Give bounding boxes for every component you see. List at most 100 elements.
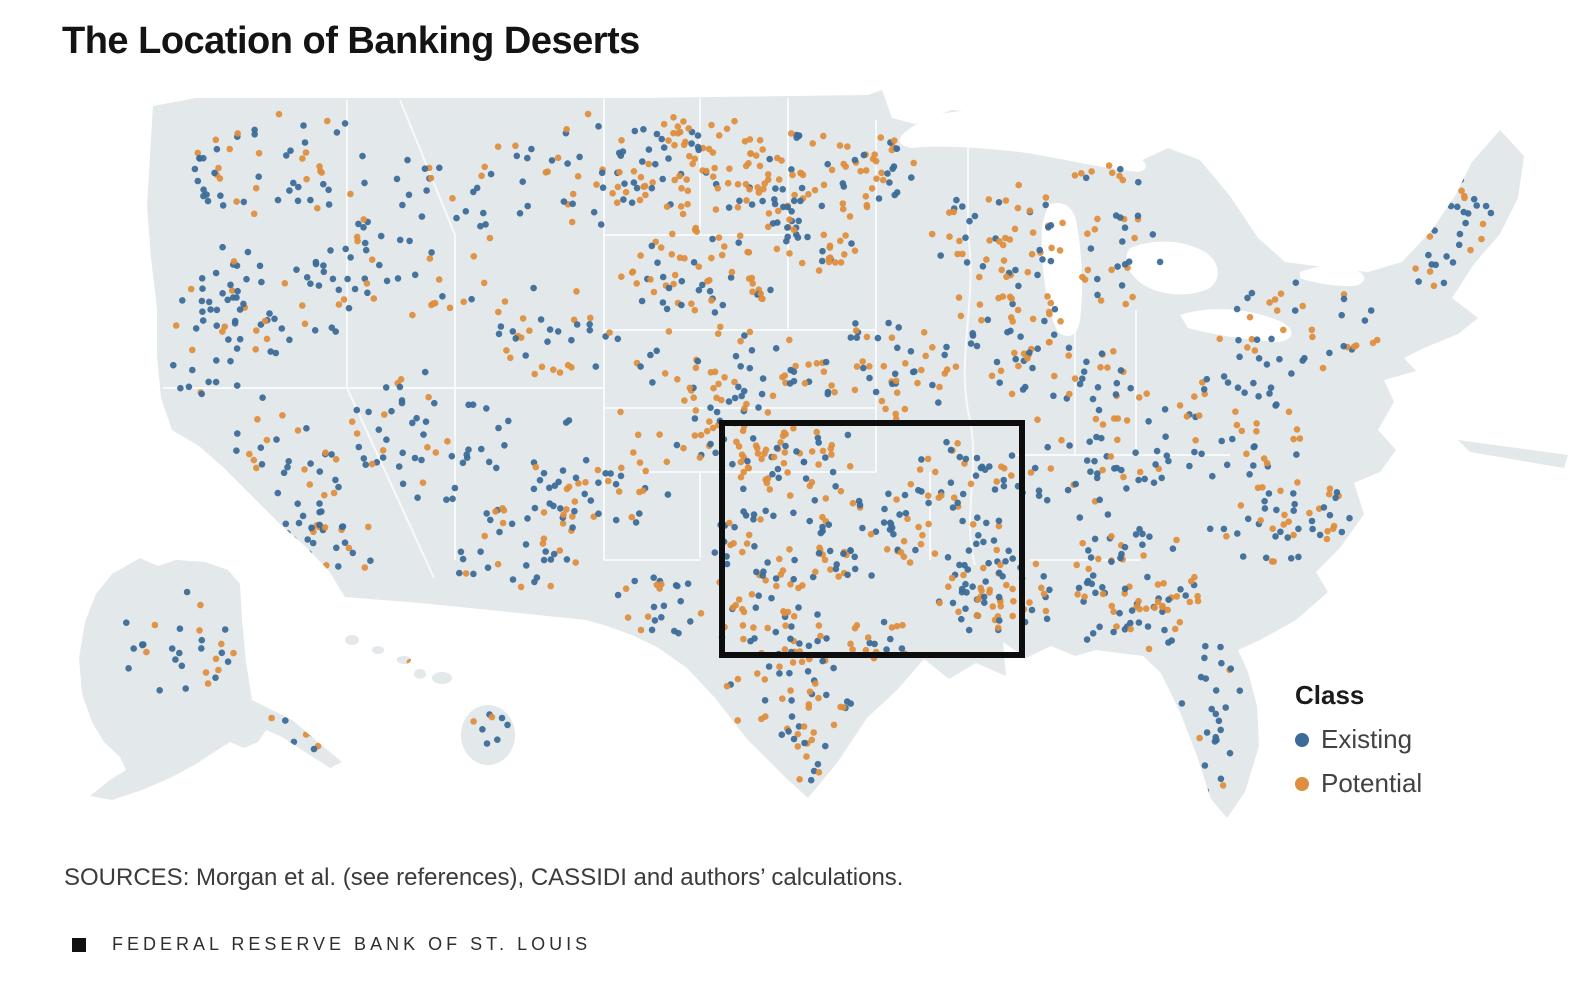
desert-dot [562, 419, 570, 426]
desert-dot [1443, 253, 1450, 260]
desert-dot [501, 442, 508, 449]
desert-dot [1306, 509, 1313, 517]
desert-dot [1028, 606, 1036, 614]
desert-dot [918, 488, 925, 495]
desert-dot [753, 444, 761, 452]
desert-dot [517, 583, 525, 591]
desert-dot [813, 360, 821, 367]
lake-erie [1180, 309, 1292, 342]
desert-dot [692, 364, 700, 372]
desert-dot [1195, 412, 1203, 419]
desert-dot [286, 336, 293, 344]
desert-dot [218, 649, 226, 657]
desert-dot [1094, 384, 1102, 391]
desert-dot [665, 155, 672, 162]
desert-dot [824, 390, 832, 398]
desert-dot [740, 468, 747, 476]
desert-dot [1454, 203, 1461, 211]
desert-dot [1291, 500, 1298, 508]
desert-dot [1089, 630, 1097, 637]
desert-dot [123, 619, 130, 626]
desert-dot [745, 249, 753, 256]
desert-dot [676, 172, 683, 180]
desert-dot [556, 369, 564, 376]
desert-dot [764, 223, 772, 231]
desert-dot [969, 330, 976, 337]
desert-dot [1415, 278, 1422, 285]
desert-dot [1156, 258, 1164, 266]
desert-dot [669, 230, 676, 238]
desert-dot [723, 125, 731, 133]
desert-dot [656, 585, 663, 592]
desert-dot [307, 460, 314, 467]
desert-dot [750, 624, 757, 631]
desert-dot [172, 656, 179, 663]
desert-dot [1173, 593, 1181, 600]
desert-dot [912, 546, 919, 554]
long-island-land [1458, 440, 1568, 468]
desert-dot [959, 490, 967, 498]
desert-dot [839, 200, 847, 207]
desert-dot [848, 240, 855, 247]
desert-dot [1191, 393, 1198, 400]
desert-dot [1011, 225, 1019, 233]
desert-dot [1132, 531, 1140, 538]
desert-dot [1293, 426, 1301, 433]
desert-dot [550, 366, 557, 374]
desert-dot [1036, 246, 1043, 254]
desert-dot [862, 646, 870, 654]
desert-dot [647, 276, 654, 283]
desert-dot [495, 308, 502, 316]
desert-dot [325, 201, 333, 208]
desert-dot [424, 444, 431, 451]
desert-dot [449, 495, 456, 503]
desert-dot [976, 273, 983, 281]
desert-dot [755, 404, 762, 411]
desert-dot [238, 496, 245, 503]
desert-dot [1392, 215, 1399, 223]
desert-dot [864, 634, 872, 641]
desert-dot [1123, 417, 1131, 424]
desert-dot [727, 541, 734, 549]
desert-dot [1081, 593, 1088, 600]
desert-dot [480, 279, 488, 287]
desert-dot [320, 262, 327, 269]
desert-dot [1462, 219, 1469, 227]
desert-dot [814, 760, 822, 768]
desert-dot [740, 635, 747, 643]
desert-dot [914, 379, 921, 387]
desert-dot [365, 408, 372, 416]
desert-dot [780, 203, 787, 211]
desert-dot [721, 374, 728, 381]
desert-dot [1012, 355, 1019, 363]
desert-dot [575, 480, 582, 487]
desert-dot [1095, 555, 1102, 563]
desert-dot [530, 284, 537, 292]
desert-dot [1201, 762, 1209, 769]
desert-dot [1083, 636, 1091, 643]
desert-dot [361, 564, 369, 571]
desert-dot [752, 604, 760, 611]
desert-dot [893, 496, 900, 503]
desert-dot [732, 352, 740, 360]
desert-dot [1222, 704, 1229, 711]
desert-dot [1000, 476, 1007, 484]
desert-dot [290, 536, 298, 543]
desert-dot [846, 213, 854, 220]
desert-dot [282, 717, 289, 724]
desert-dot [770, 453, 778, 461]
desert-dot [1035, 487, 1043, 495]
desert-dot [709, 173, 717, 180]
desert-dot [751, 543, 758, 550]
desert-dot [764, 559, 771, 566]
desert-dot [361, 239, 369, 247]
desert-dot [1273, 401, 1280, 408]
desert-dot [706, 287, 714, 295]
desert-dot [1085, 565, 1092, 573]
desert-dot [1430, 193, 1438, 200]
desert-dot [651, 617, 659, 624]
desert-dot [888, 524, 896, 532]
desert-dot [830, 721, 838, 729]
desert-dot [301, 320, 309, 328]
